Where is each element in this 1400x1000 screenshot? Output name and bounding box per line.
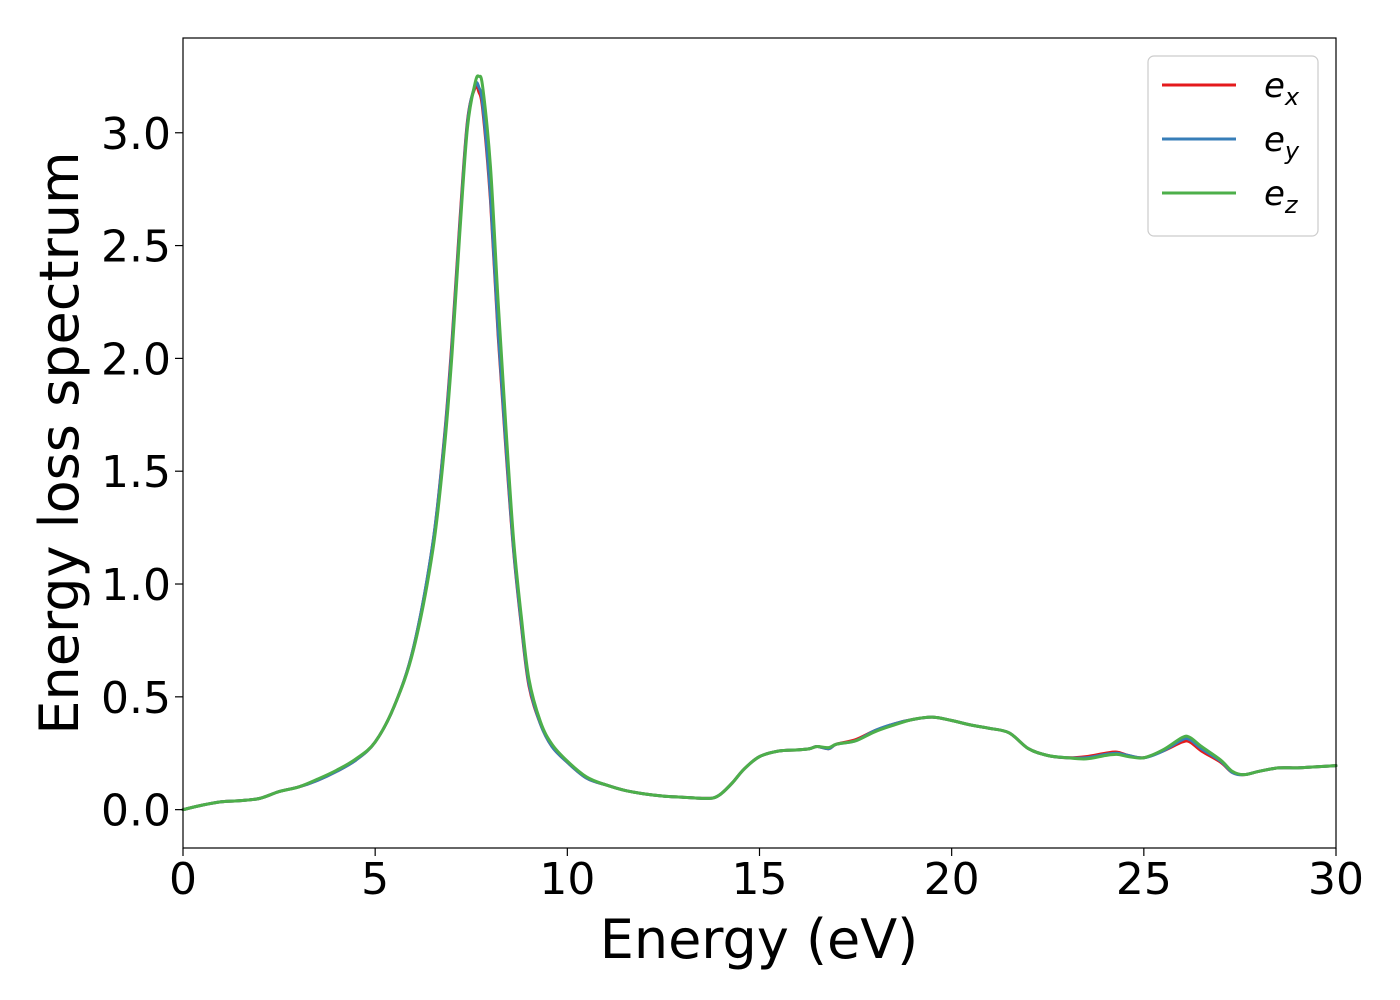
y-tick-label: 0.0	[101, 786, 171, 837]
series-layer	[181, 74, 1338, 812]
x-tick-label: 20	[924, 854, 980, 905]
x-axis-label: Energy (eV)	[600, 908, 919, 971]
y-tick-label: 1.5	[101, 447, 171, 498]
series-line-e-z	[181, 74, 1338, 812]
y-tick-label: 2.5	[101, 222, 171, 273]
y-tick-label: 1.0	[101, 560, 171, 611]
legend-box	[1147, 55, 1319, 237]
x-tick-label: 30	[1308, 854, 1364, 905]
legend-label-e-y: ey	[1264, 120, 1300, 165]
legend-label-e-z: ez	[1264, 174, 1299, 219]
y-tick-label: 0.5	[101, 673, 171, 724]
y-axis-label: Energy loss spectrum	[28, 151, 91, 734]
y-tick-label: 2.0	[101, 334, 171, 385]
legend-label-e-x: ex	[1264, 66, 1300, 111]
legend: ex ey ez	[1147, 55, 1319, 237]
x-tick-label: 0	[169, 854, 197, 905]
x-tick-label: 10	[539, 854, 595, 905]
x-tick-label: 25	[1116, 854, 1172, 905]
y-tick-label: 3.0	[101, 109, 171, 160]
x-tick-label: 15	[732, 854, 788, 905]
y-axis: 0.0 0.5 1.0 1.5 2.0 2.5 3.0	[101, 109, 183, 837]
x-axis: 0 5 10 15 20 25 30	[169, 848, 1364, 905]
x-tick-label: 5	[361, 854, 389, 905]
